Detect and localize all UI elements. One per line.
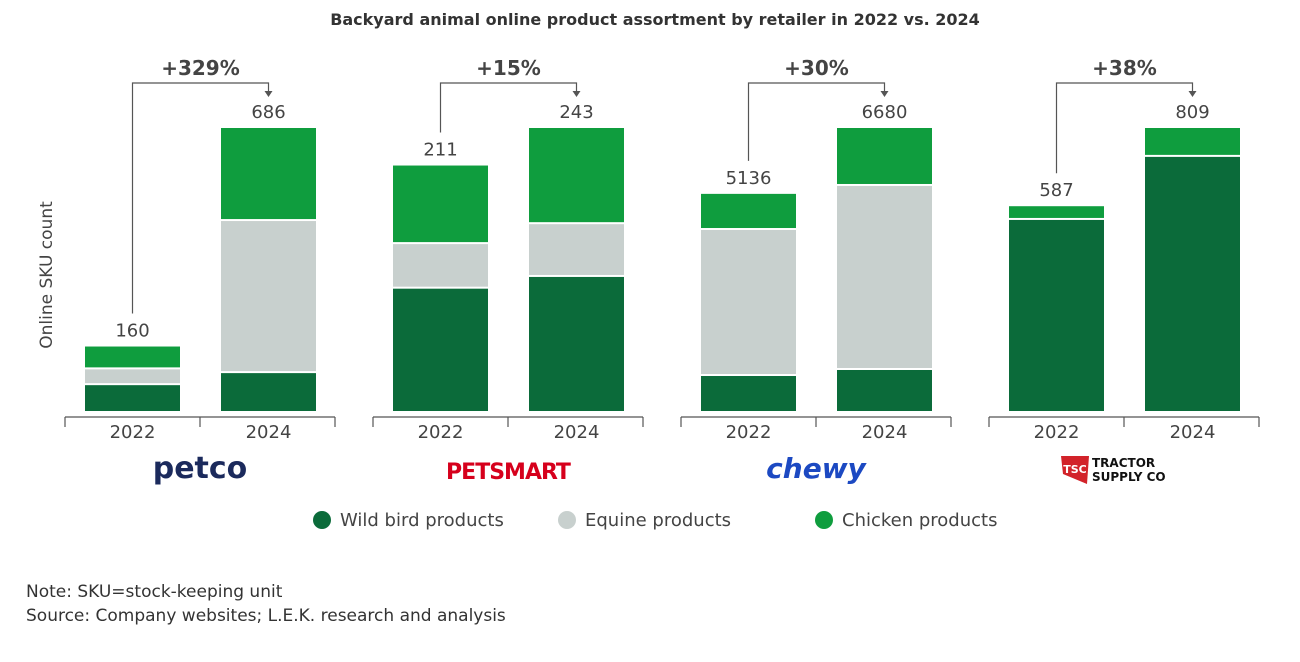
change-bracket [1055,82,1194,174]
legend-label: Chicken products [842,510,997,531]
bar-total-label: 243 [559,102,593,123]
legend-marker [558,511,576,529]
tsc-logo-mark [1061,456,1089,484]
bar-segment-wild-bird-products [393,288,488,411]
petsmart-logo: PETSMART [446,460,571,485]
x-tick-label: 2022 [1034,422,1080,443]
bar-segment-chicken-products [85,346,180,368]
chart-title: Backyard animal online product assortmen… [330,10,980,29]
legend-label: Wild bird products [340,510,504,531]
x-tick-label: 2024 [862,422,908,443]
arrow-down-icon [572,91,581,97]
bar-segment-chicken-products [221,128,316,220]
bar-segment-wild-bird-products [221,373,316,411]
petco-logo: petco [153,451,248,486]
bar-segment-chicken-products [701,193,796,229]
change-bracket [131,82,270,314]
bar-segment-equine-products [221,221,316,372]
bar-total-label: 5136 [726,168,772,189]
x-tick-label: 2022 [110,422,156,443]
legend-label: Equine products [585,510,731,531]
bar-segment-equine-products [529,224,624,275]
bar-segment-wild-bird-products [1145,156,1240,411]
x-tick-label: 2024 [246,422,292,443]
bar-segment-chicken-products [1145,128,1240,155]
change-label: +15% [476,56,541,80]
bar-segment-wild-bird-products [85,385,180,411]
bar-segment-wild-bird-products [837,369,932,411]
bar-total-label: 587 [1039,180,1073,201]
x-tick-label: 2024 [1170,422,1216,443]
bar-segment-wild-bird-products [1009,219,1104,411]
legend-marker [815,511,833,529]
bar-segment-equine-products [393,244,488,287]
x-tick-label: 2024 [554,422,600,443]
arrow-down-icon [880,91,889,97]
change-label: +38% [1092,56,1157,80]
bar-segment-wild-bird-products [701,376,796,411]
bar-segment-equine-products [837,185,932,368]
bar-total-label: 686 [251,102,285,123]
y-axis-label: Online SKU count [37,201,57,349]
change-label: +30% [784,56,849,80]
bar-segment-equine-products [701,230,796,375]
tsc-logo-text: TSC [1063,463,1087,476]
arrow-down-icon [264,91,273,97]
bar-segment-chicken-products [1009,206,1104,218]
bar-segment-chicken-products [393,165,488,243]
change-label: +329% [161,56,240,80]
bar-total-label: 6680 [862,102,908,123]
bar-total-label: 211 [423,140,457,161]
arrow-down-icon [1188,91,1197,97]
tractor-supply-logo-line2: SUPPLY CO [1092,470,1166,484]
bar-segment-equine-products [85,369,180,384]
legend-marker [313,511,331,529]
note-text: Note: SKU=stock-keeping unit [26,582,283,602]
bar-total-label: 809 [1175,102,1209,123]
chart: Backyard animal online product assortmen… [37,10,1260,531]
chewy-logo: chewy [766,452,867,485]
tractor-supply-logo-line1: TRACTOR [1092,456,1155,470]
bar-segment-wild-bird-products [529,276,624,411]
change-bracket [439,82,578,133]
change-bracket [747,82,886,161]
bar-segment-chicken-products [837,128,932,184]
x-tick-label: 2022 [726,422,772,443]
source-text: Source: Company websites; L.E.K. researc… [26,606,506,626]
bar-total-label: 160 [115,321,149,342]
bar-segment-chicken-products [529,128,624,223]
x-tick-label: 2022 [418,422,464,443]
